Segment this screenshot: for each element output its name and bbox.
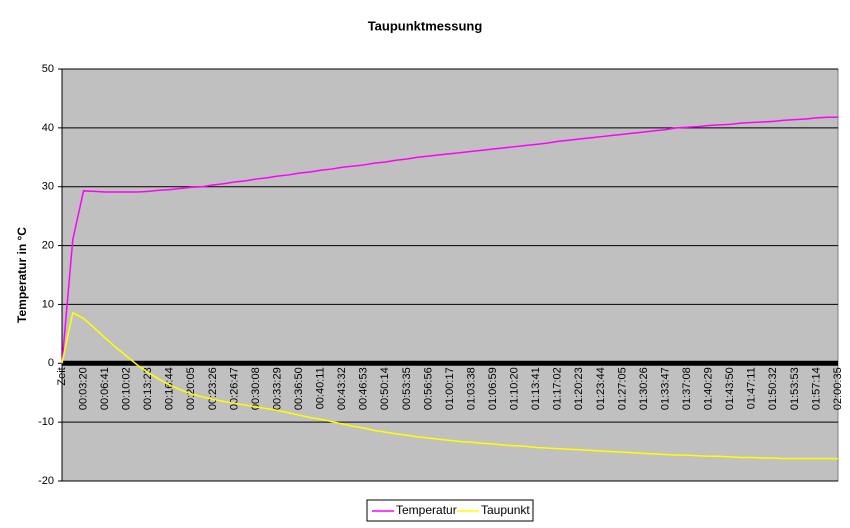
x-tick-label: 00:20:05 — [185, 367, 197, 410]
x-tick-label: 01:17:02 — [552, 367, 564, 410]
x-tick-label: 00:23:26 — [207, 367, 219, 410]
x-tick-label: 01:47:11 — [746, 367, 758, 409]
x-tick-label: 00:26:47 — [228, 367, 240, 410]
x-tick-label: Zeit — [56, 367, 68, 385]
x-tick-label: 01:06:59 — [487, 367, 499, 410]
x-tick-label: 00:30:08 — [250, 367, 262, 410]
x-tick-label: 00:46:53 — [358, 367, 370, 410]
x-tick-label: 00:50:14 — [379, 367, 391, 410]
x-tick-label: 00:43:32 — [336, 367, 348, 410]
x-tick-label: 01:10:20 — [509, 367, 521, 410]
y-tick-label: -20 — [38, 475, 54, 487]
x-tick-label: 01:20:23 — [573, 367, 585, 410]
x-tick-label: 01:03:38 — [465, 367, 477, 410]
x-tick-label: 00:56:56 — [422, 367, 434, 410]
x-tick-label: 02:00:35 — [832, 367, 844, 410]
x-tick-label: 00:40:11 — [315, 367, 327, 409]
legend-label: Temperatur — [396, 503, 457, 517]
y-tick-label: 10 — [42, 298, 54, 310]
x-tick-label: 01:43:50 — [724, 367, 736, 410]
y-tick-label: 20 — [42, 239, 54, 251]
x-tick-label: 01:30:26 — [638, 367, 650, 410]
plot-area — [61, 68, 839, 482]
y-axis-title: Temperatur in °C — [15, 227, 29, 323]
x-tick-label: 01:33:47 — [659, 367, 671, 410]
x-tick-label: 00:33:29 — [271, 367, 283, 410]
chart-title: Taupunktmessung — [368, 18, 483, 33]
x-tick-label: 00:06:41 — [99, 367, 111, 410]
y-tick-label: 40 — [42, 122, 54, 134]
x-tick-label: 01:57:14 — [810, 367, 822, 410]
x-tick-label: 01:53:53 — [789, 367, 801, 410]
series-line — [61, 311, 838, 460]
x-tick-label: 00:03:20 — [77, 367, 89, 410]
y-tick-label: -10 — [38, 416, 54, 428]
x-tick-label: 00:13:23 — [142, 367, 154, 410]
x-tick-label: 01:13:41 — [530, 367, 542, 410]
series-line — [61, 116, 838, 364]
x-tick-label: 00:36:50 — [293, 367, 305, 410]
x-tick-label: 01:27:05 — [616, 367, 628, 410]
y-tick-label: 50 — [42, 63, 54, 75]
x-tick-label: 01:23:44 — [595, 367, 607, 410]
x-tick-label: 00:10:02 — [121, 367, 133, 410]
y-tick-label: 0 — [48, 357, 54, 369]
x-tick-label: 01:40:29 — [703, 367, 715, 410]
x-tick-label: 01:00:17 — [444, 367, 456, 410]
y-tick-label: 30 — [42, 181, 54, 193]
x-tick-label: 00:16:44 — [164, 367, 176, 410]
x-tick-label: 01:37:08 — [681, 367, 693, 410]
x-tick-label: 01:50:32 — [767, 367, 779, 410]
x-tick-label: 00:53:35 — [401, 367, 413, 410]
legend — [366, 499, 534, 522]
legend-label: Taupunkt — [481, 503, 530, 517]
